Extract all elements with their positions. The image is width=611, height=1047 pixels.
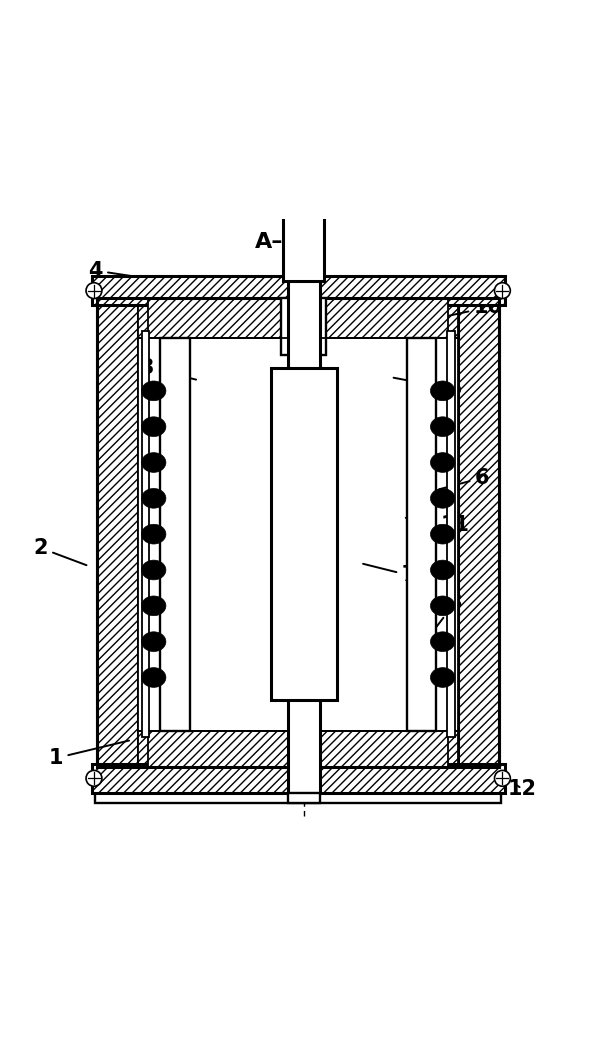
Bar	[139, 298, 458, 337]
Text: 7: 7	[363, 563, 416, 585]
Ellipse shape	[431, 668, 455, 687]
Bar	[95, 790, 501, 803]
Bar	[148, 731, 288, 767]
Bar	[288, 276, 320, 793]
Bar	[97, 298, 139, 767]
Bar	[320, 731, 448, 767]
Ellipse shape	[431, 596, 455, 616]
Text: 9: 9	[274, 760, 304, 789]
Bar	[458, 298, 499, 767]
Bar	[283, 193, 324, 281]
Ellipse shape	[142, 489, 166, 508]
Ellipse shape	[431, 525, 455, 544]
Text: 2: 2	[33, 538, 87, 565]
Text: 10: 10	[393, 297, 503, 328]
Ellipse shape	[142, 417, 166, 437]
Circle shape	[494, 283, 510, 298]
Text: 5: 5	[393, 378, 462, 399]
Ellipse shape	[431, 417, 455, 437]
Text: 1: 1	[48, 740, 129, 768]
Circle shape	[86, 283, 102, 298]
Ellipse shape	[142, 668, 166, 687]
Text: 3: 3	[140, 358, 196, 380]
Bar	[139, 731, 458, 767]
Ellipse shape	[431, 631, 455, 651]
Circle shape	[494, 771, 510, 786]
Bar	[139, 337, 148, 731]
Bar	[288, 793, 320, 803]
Text: 6: 6	[439, 468, 489, 489]
Ellipse shape	[431, 489, 455, 508]
Ellipse shape	[142, 596, 166, 616]
Text: 8: 8	[417, 593, 462, 652]
Ellipse shape	[142, 631, 166, 651]
Bar	[281, 298, 326, 355]
Text: 4: 4	[88, 261, 233, 291]
Ellipse shape	[142, 525, 166, 544]
Ellipse shape	[142, 452, 166, 472]
Bar	[148, 298, 288, 337]
Circle shape	[86, 771, 102, 786]
Bar	[142, 332, 150, 737]
Ellipse shape	[431, 560, 455, 580]
Ellipse shape	[431, 452, 455, 472]
Bar	[320, 298, 448, 337]
Ellipse shape	[431, 381, 455, 401]
Ellipse shape	[142, 381, 166, 401]
Bar	[92, 276, 505, 306]
Bar	[447, 332, 455, 737]
Text: 11: 11	[406, 515, 469, 535]
Text: A–A: A–A	[255, 231, 301, 252]
Bar	[97, 298, 499, 767]
Bar	[161, 337, 189, 731]
Bar	[271, 369, 337, 700]
Bar	[448, 337, 458, 731]
Bar	[407, 337, 436, 731]
Text: 12: 12	[507, 779, 536, 799]
Bar	[92, 763, 505, 793]
Ellipse shape	[142, 560, 166, 580]
